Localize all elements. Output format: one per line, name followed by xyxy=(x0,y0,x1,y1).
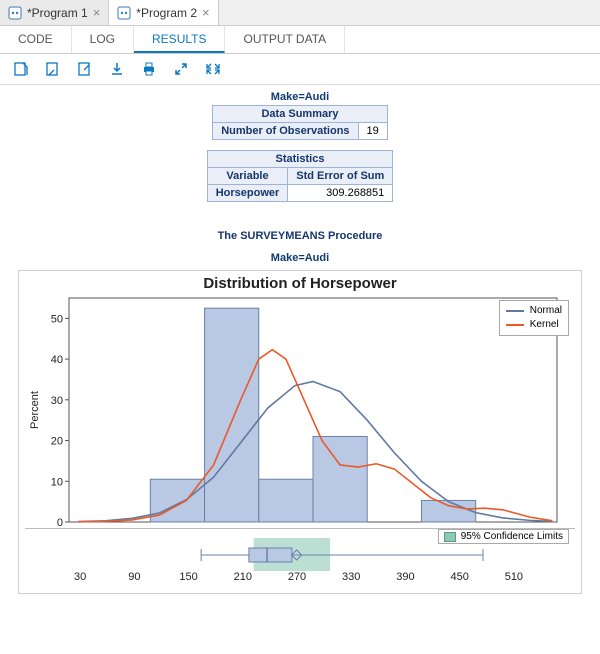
export-rtf-icon[interactable] xyxy=(76,60,94,78)
ci-label: 95% Confidence Limits xyxy=(461,531,563,542)
x-tick: 390 xyxy=(396,571,414,583)
svg-text:40: 40 xyxy=(51,354,63,366)
histogram-plot: 0 10 20 30 40 50 xyxy=(41,294,561,526)
x-tick: 210 xyxy=(234,571,252,583)
x-tick: 150 xyxy=(179,571,197,583)
legend-normal: Normal xyxy=(530,304,562,318)
popout-icon[interactable] xyxy=(172,60,190,78)
boxplot-strip: 95% Confidence Limits xyxy=(25,528,575,571)
program-icon xyxy=(8,6,22,20)
stats-row-label: Horsepower xyxy=(207,185,288,202)
summary-title: Data Summary xyxy=(213,106,388,123)
stats-row-value: 309.268851 xyxy=(288,185,393,202)
close-icon[interactable]: × xyxy=(93,6,101,19)
download-icon[interactable] xyxy=(108,60,126,78)
stats-col1: Variable xyxy=(207,168,288,185)
svg-text:50: 50 xyxy=(51,313,63,325)
x-tick: 270 xyxy=(288,571,306,583)
stats-title: Statistics xyxy=(207,151,393,168)
x-tick: 450 xyxy=(450,571,468,583)
file-tab-program2[interactable]: *Program 2 × xyxy=(109,0,218,25)
procedure-title: The SURVEYMEANS Procedure xyxy=(10,230,590,242)
x-tick: 90 xyxy=(128,571,140,583)
x-axis: 30 90 150 210 270 330 390 450 510 xyxy=(25,571,575,587)
tab-code[interactable]: CODE xyxy=(0,26,72,53)
chart-title: Distribution of Horsepower xyxy=(25,275,575,292)
chart-legend: Normal Kernel xyxy=(499,300,569,336)
program-icon xyxy=(117,6,131,20)
make-header-2: Make=Audi xyxy=(10,252,590,264)
file-tab-program1[interactable]: *Program 1 × xyxy=(0,0,109,25)
ci-legend: 95% Confidence Limits xyxy=(438,529,569,544)
summary-row-value: 19 xyxy=(358,123,387,140)
summary-row-label: Number of Observations xyxy=(213,123,358,140)
file-tab-label: *Program 1 xyxy=(27,6,88,20)
distribution-chart: Distribution of Horsepower Percent 0 10 20… xyxy=(18,270,582,594)
x-tick: 510 xyxy=(505,571,523,583)
results-content: Make=Audi Data Summary Number of Observa… xyxy=(0,85,600,653)
x-tick: 30 xyxy=(74,571,86,583)
file-tab-bar: *Program 1 × *Program 2 × xyxy=(0,0,600,26)
result-sub-tabs: CODE LOG RESULTS OUTPUT DATA xyxy=(0,26,600,54)
tab-log[interactable]: LOG xyxy=(72,26,134,53)
export-pdf-icon[interactable] xyxy=(44,60,62,78)
svg-text:10: 10 xyxy=(51,476,63,488)
data-summary-table: Data Summary Number of Observations 19 xyxy=(212,105,388,140)
export-html-icon[interactable] xyxy=(12,60,30,78)
svg-text:30: 30 xyxy=(51,395,63,407)
tab-output-data[interactable]: OUTPUT DATA xyxy=(225,26,345,53)
print-icon[interactable] xyxy=(140,60,158,78)
collapse-icon[interactable] xyxy=(204,60,222,78)
legend-kernel: Kernel xyxy=(530,318,559,332)
make-header: Make=Audi xyxy=(10,91,590,103)
close-icon[interactable]: × xyxy=(202,6,210,19)
x-tick: 330 xyxy=(342,571,360,583)
stats-col2: Std Error of Sum xyxy=(288,168,393,185)
results-toolbar xyxy=(0,54,600,85)
file-tab-label: *Program 2 xyxy=(136,6,197,20)
svg-text:0: 0 xyxy=(57,517,63,526)
svg-text:20: 20 xyxy=(51,436,63,448)
tab-results[interactable]: RESULTS xyxy=(134,26,225,53)
ci-swatch xyxy=(444,532,456,542)
statistics-table: Statistics Variable Std Error of Sum Hor… xyxy=(207,150,394,202)
y-axis-label: Percent xyxy=(25,294,41,526)
